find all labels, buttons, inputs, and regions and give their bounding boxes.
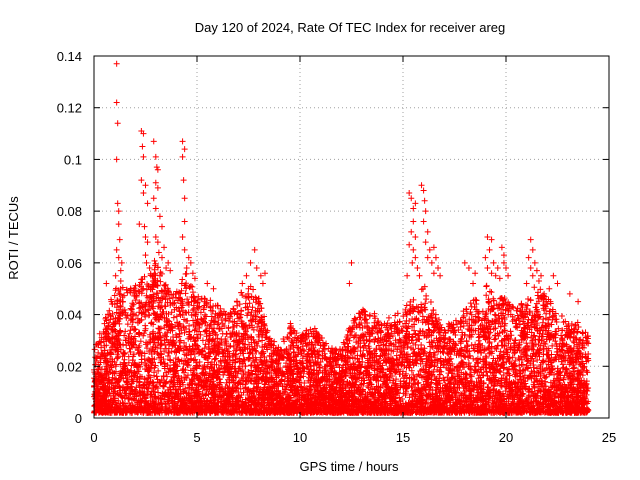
data-point [531, 284, 538, 291]
data-point [411, 327, 418, 334]
data-point [437, 364, 444, 371]
data-point [175, 305, 182, 312]
data-points [91, 60, 592, 416]
data-point [400, 313, 407, 320]
grid-lines [94, 56, 609, 418]
chart-title: Day 120 of 2024, Rate Of TEC Index for r… [195, 20, 505, 35]
data-point [155, 367, 162, 374]
data-point [579, 330, 586, 337]
data-point [418, 301, 425, 308]
data-point [166, 356, 173, 363]
data-point [121, 332, 128, 339]
data-point [158, 341, 165, 348]
data-point [311, 325, 318, 332]
data-point [128, 306, 135, 313]
data-point [509, 354, 516, 361]
data-point [144, 345, 151, 352]
data-point [419, 313, 426, 320]
data-point [124, 321, 131, 328]
data-point [339, 373, 346, 380]
data-point [403, 302, 410, 309]
data-point [149, 359, 156, 366]
data-point [170, 314, 177, 321]
data-point [351, 333, 358, 340]
data-point [422, 300, 429, 307]
data-point [225, 317, 232, 324]
data-point [230, 338, 237, 345]
data-point [467, 300, 474, 307]
data-point [539, 357, 546, 364]
data-point [497, 369, 504, 376]
